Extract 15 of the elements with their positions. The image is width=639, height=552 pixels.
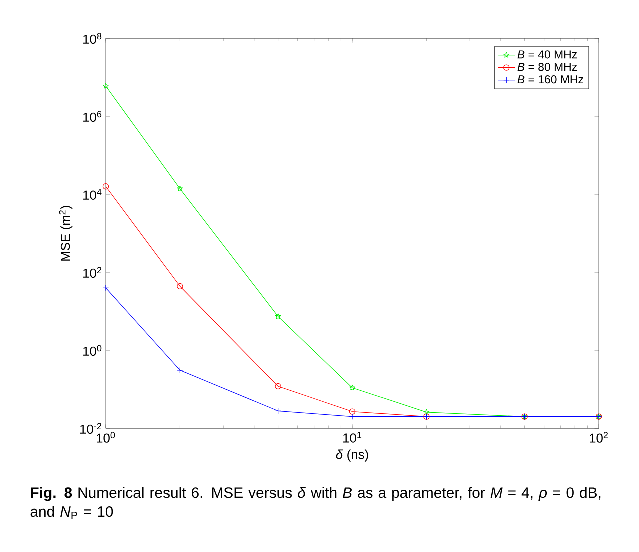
text: Fig. 8 Numerical result 6. MSE versus δ with B as a parameter, for M = 4, ρ = 0 dB, and N$_{P}$ = 10 (30, 487, 601, 520)
y-tick-label: 10$^{6}$ (84, 111, 102, 122)
legend-label: B = 40 MHz (518, 50, 578, 59)
y-tick-label: 10$^{0}$ (84, 345, 102, 356)
legend-label: B = 160 MHz (518, 76, 584, 84)
legend-label: B = 80 MHz (518, 63, 578, 72)
y-axis-title: MSE (m$^{2}$) (59, 206, 73, 261)
x-axis-title: δ (ns) (336, 450, 368, 462)
x-tick-label: 10$^{1}$ (344, 432, 362, 443)
y-tick-label: 10$^{-2}$ (80, 423, 102, 434)
y-tick-label: 10$^{4}$ (84, 189, 102, 200)
y-tick-label: 10$^{8}$ (84, 33, 102, 44)
x-tick-label: 10$^{2}$ (590, 432, 608, 443)
x-tick-label: 10$^{0}$ (97, 432, 116, 443)
y-tick-label: 10$^{2}$ (84, 267, 102, 278)
